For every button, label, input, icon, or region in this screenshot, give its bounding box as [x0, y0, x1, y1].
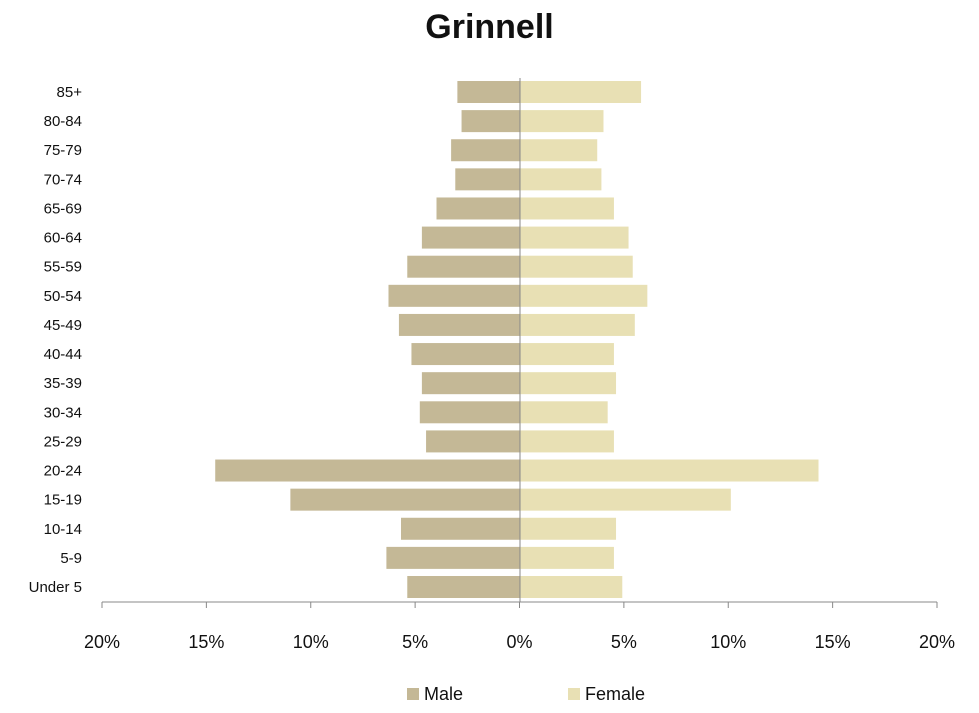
male-bar-65-69 — [436, 197, 520, 220]
category-label-45-49: 45-49 — [44, 317, 82, 334]
female-bar-75-79 — [520, 139, 598, 162]
male-bar-70-74 — [455, 168, 520, 191]
category-label-5-9: 5-9 — [60, 550, 82, 567]
category-label-80-84: 80-84 — [44, 113, 82, 130]
legend-label-male: Male — [424, 684, 463, 704]
x-tick-label-7: 15% — [815, 632, 851, 652]
female-bar-85- — [520, 81, 642, 103]
category-label-10-14: 10-14 — [44, 521, 82, 538]
category-label-60-64: 60-64 — [44, 230, 82, 247]
male-bar-55-59 — [407, 255, 520, 278]
female-bar-70-74 — [520, 168, 602, 191]
category-label-40-44: 40-44 — [44, 346, 82, 363]
category-label-75-79: 75-79 — [44, 142, 82, 159]
chart-title: Grinnell — [425, 8, 554, 46]
male-bar-25-29 — [426, 430, 520, 453]
female-bar-20-24 — [520, 459, 819, 482]
x-tick-label-8: 20% — [919, 632, 955, 652]
female-bar-55-59 — [520, 255, 633, 278]
category-label-85-: 85+ — [57, 84, 83, 101]
category-label-50-54: 50-54 — [44, 288, 82, 305]
male-bar-15-19 — [290, 488, 520, 511]
male-bar-35-39 — [421, 372, 520, 395]
female-bar-50-54 — [520, 284, 648, 307]
female-bar-65-69 — [520, 197, 614, 220]
category-label-under-5: Under 5 — [29, 579, 82, 596]
legend-label-female: Female — [585, 684, 645, 704]
category-label-20-24: 20-24 — [44, 463, 82, 480]
x-tick-label-3: 5% — [402, 632, 428, 652]
x-tick-label-2: 10% — [293, 632, 329, 652]
male-bar-40-44 — [411, 343, 520, 366]
female-bar-10-14 — [520, 517, 617, 540]
male-bar-30-34 — [419, 401, 520, 424]
male-bar-50-54 — [388, 284, 520, 307]
male-bar-under-5 — [407, 576, 520, 598]
female-bar-under-5 — [520, 576, 623, 598]
male-bar-10-14 — [401, 517, 520, 540]
female-bar-80-84 — [520, 110, 604, 133]
female-bar-30-34 — [520, 401, 608, 424]
category-label-25-29: 25-29 — [44, 433, 82, 450]
male-bar-75-79 — [451, 139, 520, 162]
x-tick-label-4: 0% — [506, 632, 532, 652]
male-bar-45-49 — [398, 313, 520, 336]
male-bar-20-24 — [215, 459, 520, 482]
category-label-15-19: 15-19 — [44, 492, 82, 509]
female-bar-25-29 — [520, 430, 614, 453]
category-label-70-74: 70-74 — [44, 171, 82, 188]
female-bar-5-9 — [520, 546, 614, 569]
male-bar-80-84 — [461, 110, 520, 133]
male-bar-85- — [457, 81, 520, 103]
female-bar-15-19 — [520, 488, 731, 511]
category-label-35-39: 35-39 — [44, 375, 82, 392]
legend-swatch-male — [407, 688, 419, 700]
category-label-30-34: 30-34 — [44, 404, 82, 421]
category-label-55-59: 55-59 — [44, 259, 82, 276]
female-bar-45-49 — [520, 313, 635, 336]
x-tick-label-1: 15% — [188, 632, 224, 652]
female-bar-60-64 — [520, 226, 629, 249]
x-tick-label-5: 5% — [611, 632, 637, 652]
x-tick-label-0: 20% — [84, 632, 120, 652]
legend-swatch-female — [568, 688, 580, 700]
x-tick-label-6: 10% — [710, 632, 746, 652]
male-bar-5-9 — [386, 546, 520, 569]
female-bar-40-44 — [520, 343, 614, 366]
female-bar-35-39 — [520, 372, 617, 395]
male-bar-60-64 — [421, 226, 520, 249]
category-label-65-69: 65-69 — [44, 200, 82, 217]
